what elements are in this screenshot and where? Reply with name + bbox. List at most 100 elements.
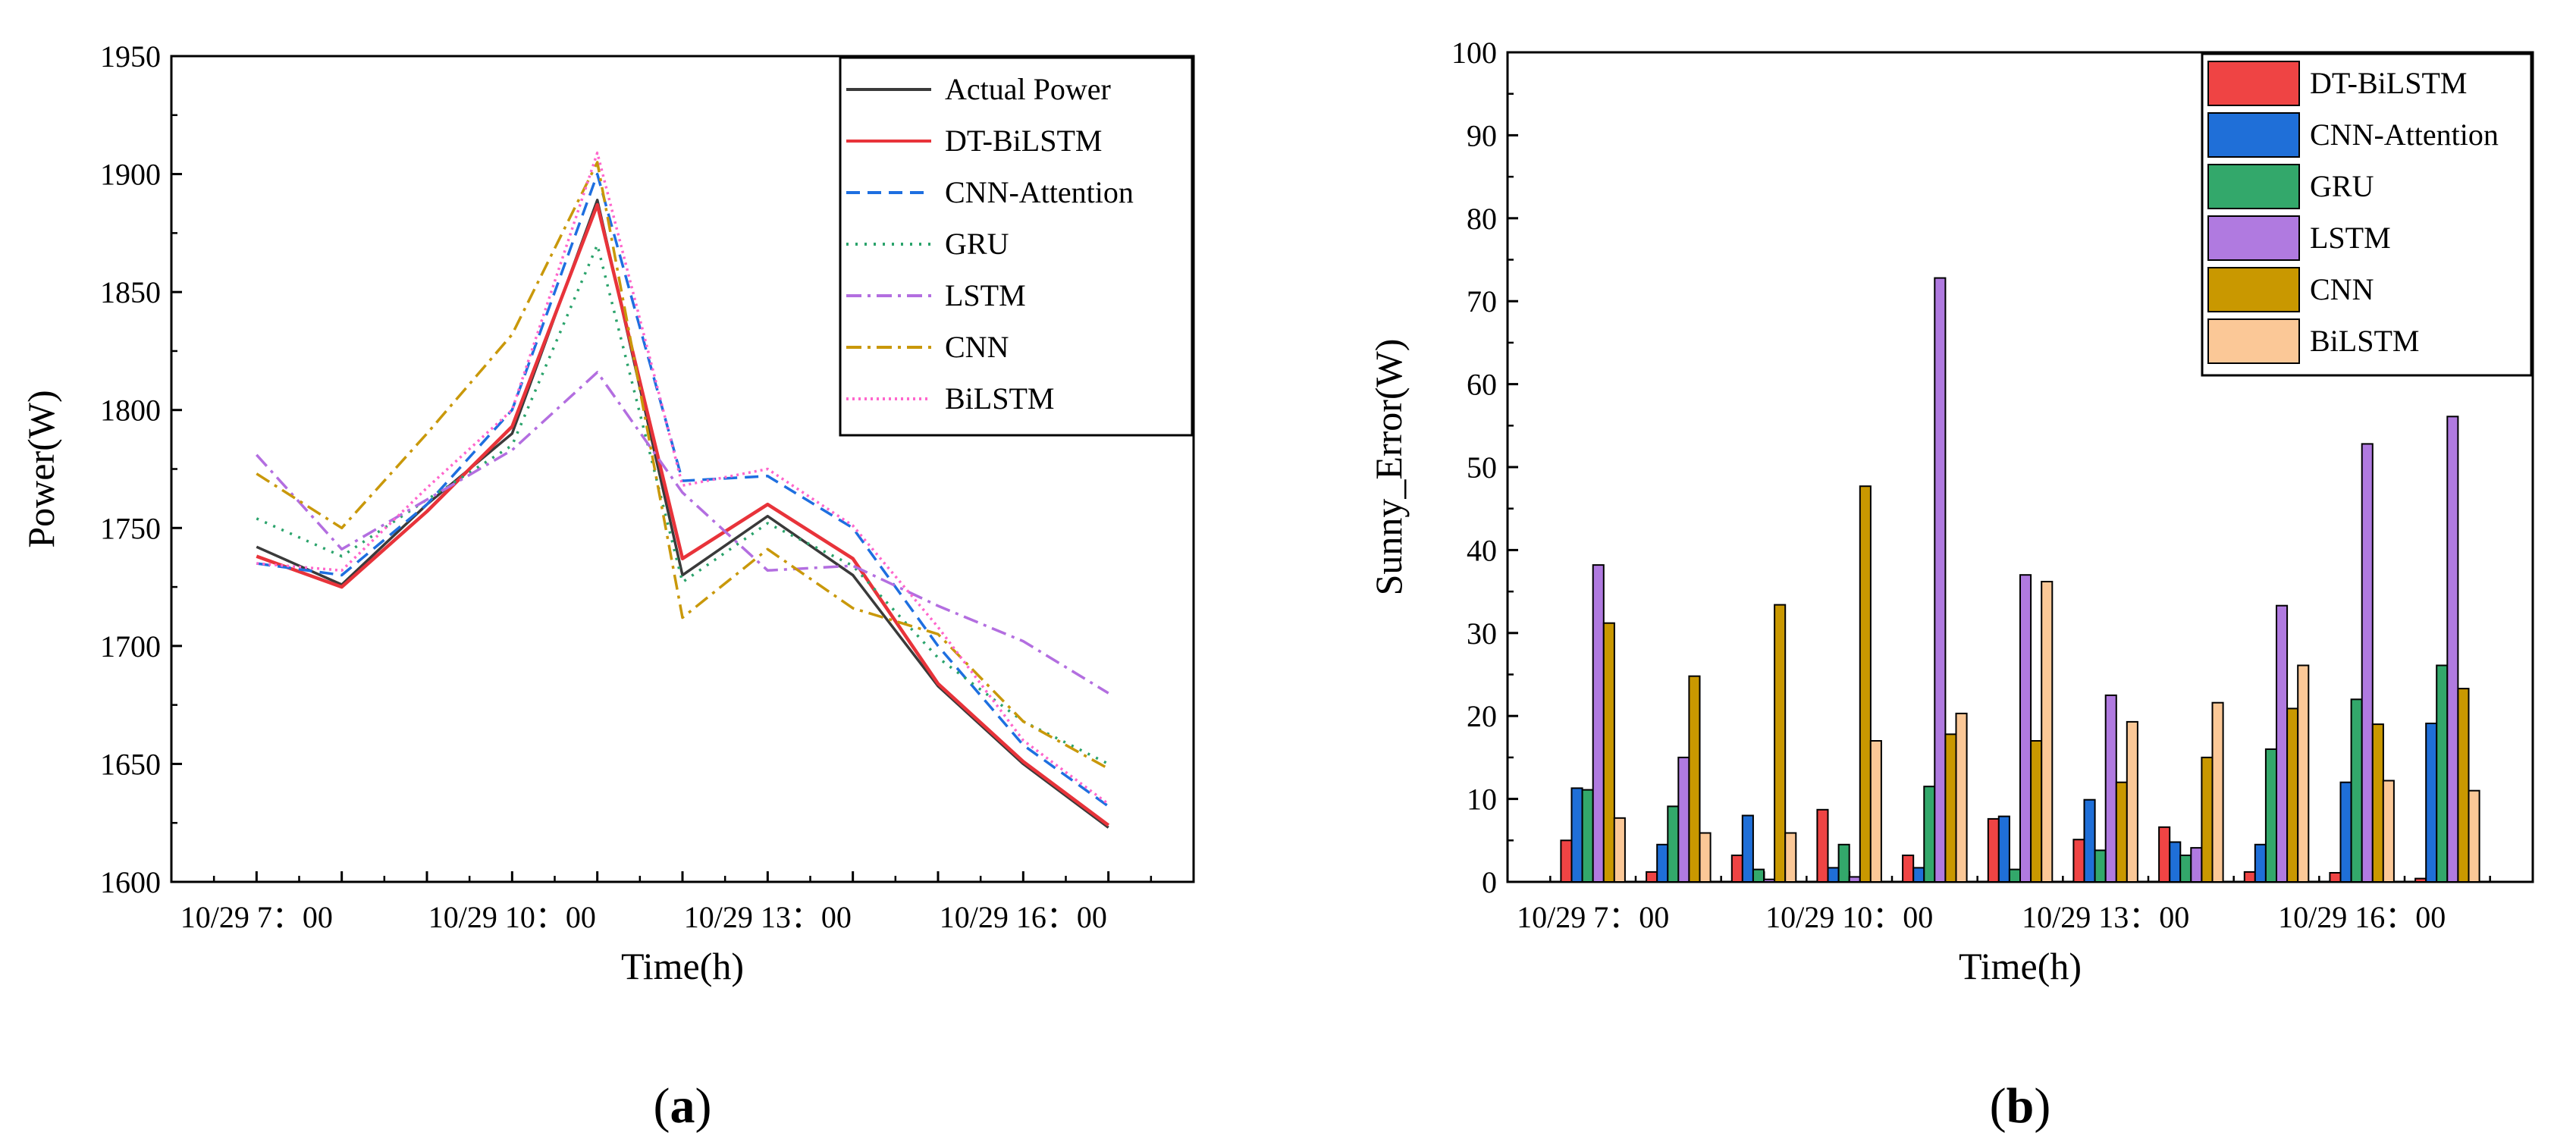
bar — [2276, 604, 2289, 883]
bar — [1987, 817, 2000, 883]
legend-label: CNN — [945, 330, 1009, 364]
bar — [2211, 701, 2224, 883]
bar — [1730, 855, 1743, 883]
bar — [1688, 675, 1701, 883]
bar — [2115, 781, 2128, 883]
bar — [2030, 740, 2043, 883]
bar — [1869, 740, 1882, 883]
bar — [2179, 855, 2192, 883]
bar — [2169, 841, 2182, 883]
x-tick-label: 10/29 13：00 — [2022, 900, 2189, 934]
bar — [2371, 723, 2384, 883]
y-tick-label: 1750 — [100, 511, 161, 545]
bar — [1955, 712, 1968, 883]
panel-label-letter: b — [2007, 1078, 2035, 1134]
y-axis-title: Sunny_Error(W) — [1367, 339, 1410, 596]
legend-label: LSTM — [2310, 221, 2391, 255]
bar — [1570, 787, 1583, 883]
x-tick-label: 10/29 10：00 — [1765, 900, 1933, 934]
panel-label-letter: a — [670, 1078, 695, 1134]
y-tick-label: 50 — [1467, 450, 1497, 485]
y-tick-label: 70 — [1467, 284, 1497, 318]
bar — [2190, 847, 2203, 883]
panel-label-open: ( — [654, 1078, 670, 1134]
bar — [2286, 707, 2299, 883]
series-line — [256, 199, 1109, 829]
x-tick-label: 10/29 7：00 — [180, 900, 333, 934]
y-axis-title: Power(W) — [20, 390, 62, 547]
bar — [1699, 832, 1712, 883]
bar — [2041, 581, 2054, 883]
series-line — [256, 202, 1110, 827]
bar — [2158, 826, 2171, 883]
bar — [1902, 855, 1915, 883]
x-tick-label: 10/29 16：00 — [2278, 900, 2446, 934]
legend-label: DT-BiLSTM — [2310, 66, 2467, 100]
y-tick-label: 0 — [1482, 865, 1497, 899]
legend-label: Actual Power — [945, 72, 1111, 106]
bar — [1837, 843, 1850, 883]
y-tick-label: 1600 — [100, 865, 161, 899]
bar — [1646, 871, 1658, 883]
series-line — [256, 161, 1109, 770]
bar — [1934, 277, 1947, 883]
bar — [2457, 688, 2470, 883]
y-tick-label: 100 — [1451, 36, 1497, 70]
bar — [1602, 622, 1615, 883]
legend-label: CNN — [2310, 272, 2374, 306]
legend-box — [839, 56, 1194, 437]
panel-label-close: ) — [2034, 1078, 2050, 1134]
legend-label: BiLSTM — [945, 381, 1054, 416]
y-tick-label: 20 — [1467, 699, 1497, 733]
legend-label: CNN-Attention — [945, 175, 1134, 209]
bar — [2126, 720, 2138, 883]
panel-label: (a) — [654, 1078, 712, 1134]
bar — [2468, 789, 2480, 883]
bar — [2329, 872, 2342, 883]
legend-label: CNN-Attention — [2310, 118, 2499, 152]
bar — [2382, 780, 2395, 883]
line-chart-panel-a: 1600 1650 1700 1750 1800 1850 1900 1950 10/29 7：… — [20, 39, 1195, 1134]
legend-label: BiLSTM — [2310, 324, 2419, 358]
x-tick-label: 10/29 7：00 — [1517, 900, 1669, 934]
bar — [1656, 843, 1669, 883]
x-axis-title: Time(h) — [1959, 945, 2082, 987]
bar — [1816, 808, 1829, 883]
bar — [2436, 664, 2449, 883]
bar — [1784, 832, 1797, 883]
y-tick-label: 40 — [1467, 533, 1497, 567]
bar — [2083, 798, 2096, 883]
legend-swatch — [2207, 318, 2300, 364]
bar — [1560, 839, 1573, 883]
bar — [1859, 485, 1872, 883]
panel-label-close: ) — [695, 1078, 712, 1134]
panel-label-open: ( — [1990, 1078, 2007, 1134]
legend-swatch — [2207, 164, 2300, 209]
legend-box — [2201, 52, 2533, 377]
y-tick-label: 10 — [1467, 783, 1497, 817]
y-tick-label: 1800 — [100, 394, 161, 428]
x-tick-label: 10/29 10：00 — [428, 900, 596, 934]
bar — [2361, 443, 2374, 883]
bar — [2414, 877, 2427, 883]
bar — [2104, 694, 2117, 883]
bar — [1763, 878, 1776, 883]
y-tick-label: 1900 — [100, 158, 161, 192]
bar — [2094, 849, 2107, 883]
y-tick-label: 80 — [1467, 202, 1497, 236]
y-tick-label: 90 — [1467, 118, 1497, 152]
y-tick-label: 1950 — [100, 39, 161, 74]
legend-swatch — [2207, 267, 2300, 312]
bar — [1592, 564, 1605, 883]
bar — [2254, 843, 2267, 883]
x-tick-label: 10/29 16：00 — [940, 900, 1107, 934]
bar-chart-panel-b: 0 10 20 30 40 50 60 70 80 90 100 10/29 7：00 10/29 10… — [1367, 36, 2534, 1134]
bar — [1741, 814, 1754, 883]
series-line — [256, 151, 1109, 805]
bar — [2243, 871, 2256, 883]
bar — [1944, 733, 1957, 883]
y-tick-label: 1650 — [100, 747, 161, 781]
bar — [2072, 839, 2085, 883]
bar — [1613, 817, 1626, 883]
